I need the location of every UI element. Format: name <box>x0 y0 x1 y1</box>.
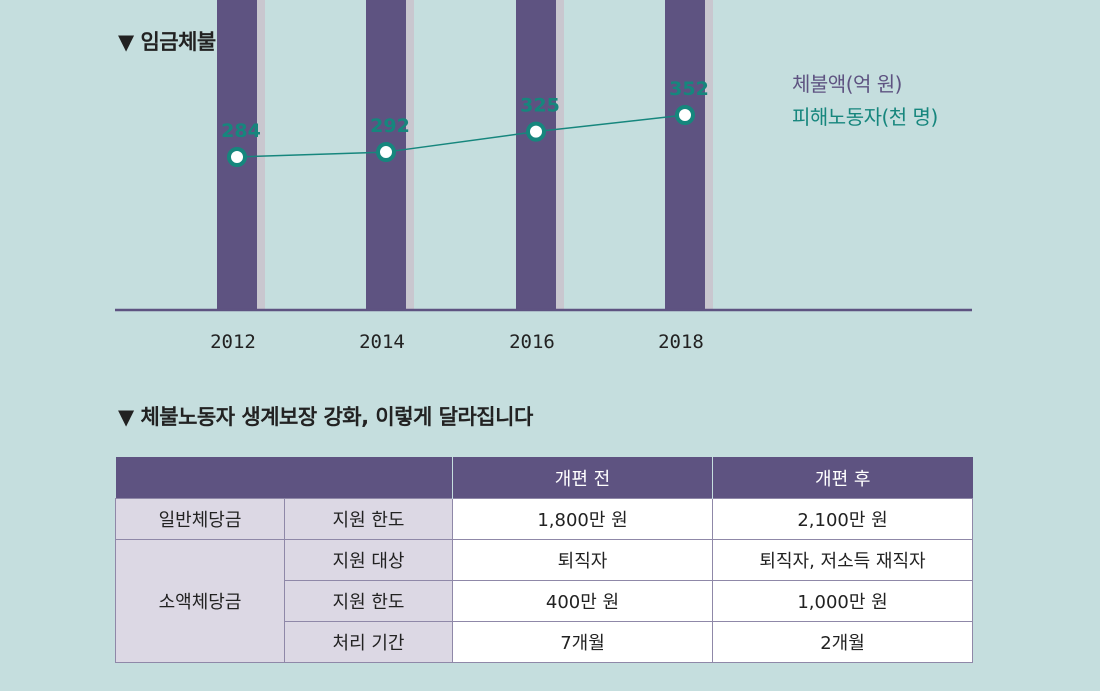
header-blank <box>115 457 453 499</box>
line-point <box>376 142 396 163</box>
x-tick-label: 2012 <box>210 331 256 353</box>
legend-line-label: 피해노동자(천 명) <box>792 105 938 129</box>
table-row: 일반체당금 지원 한도 1,800만 원 2,100만 원 <box>115 498 973 540</box>
comparison-table: 개편 전 개편 후 일반체당금 지원 한도 1,800만 원 2,100만 원 … <box>115 457 973 663</box>
bar <box>665 0 705 310</box>
bar <box>516 0 556 310</box>
row-after: 퇴직자, 저소득 재직자 <box>712 539 973 581</box>
row-category: 일반체당금 <box>115 498 285 540</box>
line-point <box>227 147 247 167</box>
table-section-title: ▼ 체불노동자 생계보장 강화, 이렇게 달라집니다 <box>118 405 533 429</box>
header-before: 개편 전 <box>452 457 713 499</box>
workers-series-line <box>236 114 686 158</box>
line-point <box>526 121 546 142</box>
table-row: 지원 한도 400만 원 1,000만 원 <box>116 580 973 622</box>
row-item: 지원 대상 <box>284 539 453 581</box>
row-after: 1,000만 원 <box>712 580 973 622</box>
table-header-row: 개편 전 개편 후 <box>115 457 973 499</box>
x-tick-labels: 2012 2014 2016 2018 <box>210 331 704 353</box>
x-tick-label: 2016 <box>509 331 555 353</box>
header-after: 개편 후 <box>712 457 973 499</box>
row-before: 퇴직자 <box>452 539 713 581</box>
table-row: 처리 기간 7개월 2개월 <box>116 621 973 663</box>
row-before: 7개월 <box>452 621 713 663</box>
line-value-labels: 284 292 325 352 <box>221 78 709 142</box>
row-before: 400만 원 <box>452 580 713 622</box>
row-after: 2개월 <box>712 621 973 663</box>
line-value-label: 292 <box>370 115 410 137</box>
x-tick-label: 2014 <box>359 331 405 353</box>
x-tick-label: 2018 <box>658 331 704 353</box>
legend-bar-label: 체불액(억 원) <box>792 72 902 96</box>
line-value-label: 325 <box>520 95 560 117</box>
row-item: 지원 한도 <box>284 580 453 622</box>
row-after: 2,100만 원 <box>712 498 973 540</box>
table-row: 소액체당금 지원 대상 퇴직자 퇴직자, 저소득 재직자 <box>115 539 973 663</box>
line-value-label: 352 <box>669 78 709 100</box>
row-before: 1,800만 원 <box>452 498 713 540</box>
row-item: 처리 기간 <box>284 621 453 663</box>
line-value-label: 284 <box>221 120 261 142</box>
line-point <box>675 105 695 126</box>
wage-arrears-chart: 11,77113,19414,28616,472 201220142016201… <box>115 0 972 353</box>
workers-series-points <box>227 105 695 167</box>
row-item: 지원 한도 <box>284 498 453 540</box>
row-category: 소액체당금 <box>115 539 285 663</box>
